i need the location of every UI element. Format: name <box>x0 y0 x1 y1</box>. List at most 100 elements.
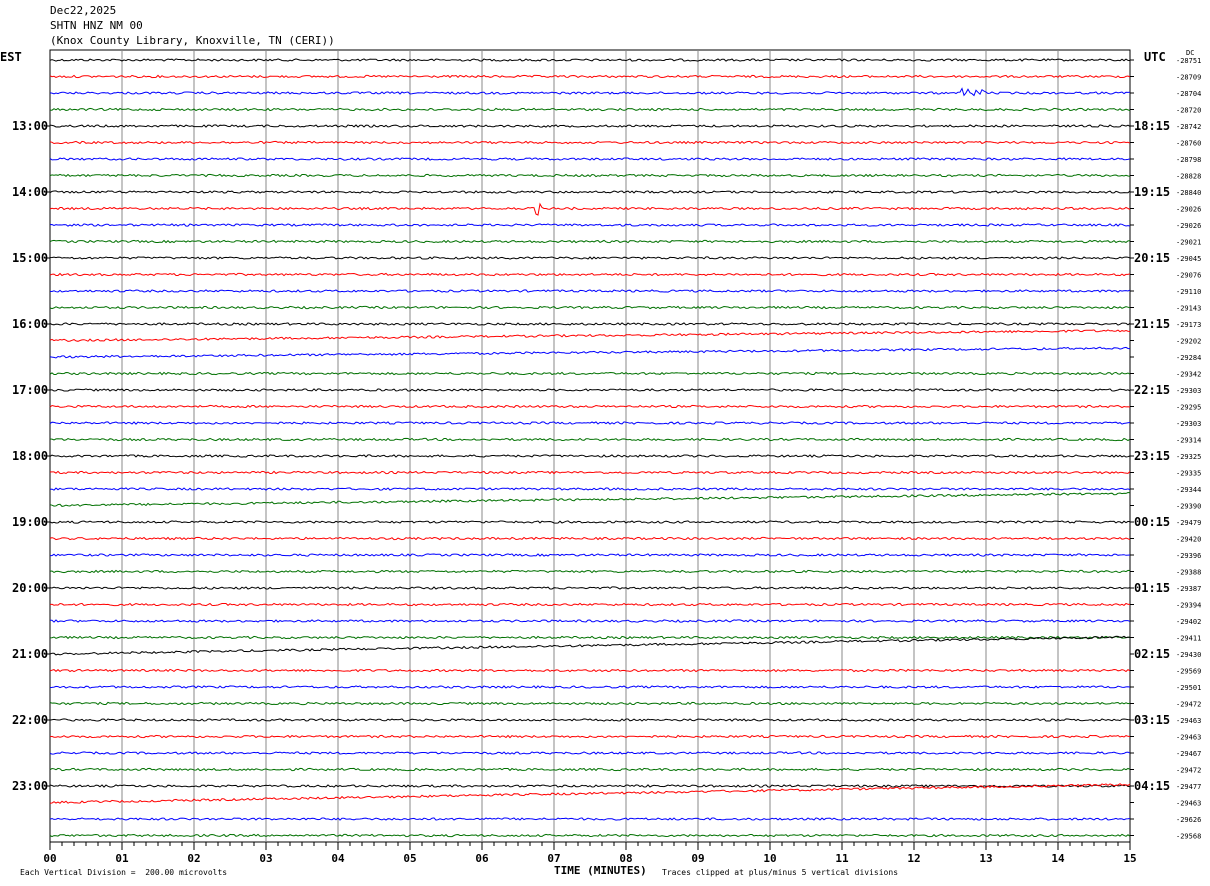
clip-note: Traces clipped at plus/minus 5 vertical … <box>662 868 899 877</box>
left-hour-label: 13:00 <box>12 119 48 133</box>
right-hour-label: 23:15 <box>1134 449 1170 463</box>
dc-offset-label: -29303 <box>1176 387 1201 395</box>
x-tick-label: 02 <box>187 852 200 865</box>
x-tick-label: 07 <box>547 852 560 865</box>
dc-offset-label: -29325 <box>1176 453 1201 461</box>
x-tick-label: 15 <box>1123 852 1136 865</box>
left-hour-label: 14:00 <box>12 185 48 199</box>
x-tick-label: 03 <box>259 852 272 865</box>
dc-offset-label: -29477 <box>1176 783 1201 791</box>
dc-offset-label: -29394 <box>1176 602 1201 610</box>
dc-offset-label: -28828 <box>1176 173 1201 181</box>
left-hour-label: 16:00 <box>12 317 48 331</box>
dc-label: DC <box>1186 49 1195 57</box>
right-hour-label: 18:15 <box>1134 119 1170 133</box>
plot-date: Dec22,2025 <box>50 4 117 17</box>
dc-offset-label: -28840 <box>1176 189 1201 197</box>
seismic-trace <box>50 619 1131 623</box>
dc-offset-label: -29143 <box>1176 305 1201 313</box>
dc-offset-label: -29626 <box>1176 816 1201 824</box>
dc-offset-label: -29569 <box>1176 668 1201 676</box>
seismic-trace <box>49 470 1131 475</box>
dc-offset-label: -28704 <box>1176 90 1201 98</box>
seismic-trace <box>49 734 1131 739</box>
seismic-trace <box>49 668 1131 673</box>
seismic-trace <box>49 437 1131 442</box>
dc-offset-label: -29342 <box>1176 371 1201 379</box>
dc-offset-label: -29463 <box>1176 800 1201 808</box>
seismic-trace <box>49 173 1131 178</box>
dc-offset-label: -29314 <box>1176 437 1201 445</box>
seismic-trace <box>49 635 1131 640</box>
seismic-trace <box>49 87 1131 97</box>
seismic-trace <box>49 586 1131 590</box>
dc-offset-label: -29430 <box>1176 651 1201 659</box>
dc-offset-label: -29467 <box>1176 750 1201 758</box>
dc-offset-label: -29420 <box>1176 536 1201 544</box>
dc-offset-label: -28720 <box>1176 107 1201 115</box>
dc-offset-label: -29463 <box>1176 734 1201 742</box>
dc-offset-label: -29335 <box>1176 470 1201 478</box>
left-timezone-label: EST <box>0 50 22 64</box>
x-axis-title: TIME (MINUTES) <box>554 864 647 877</box>
seismic-trace <box>49 272 1131 277</box>
left-hour-label: 21:00 <box>12 647 48 661</box>
seismic-trace <box>49 124 1131 128</box>
dc-offset-label: -29076 <box>1176 272 1201 280</box>
dc-offset-label: -29463 <box>1176 717 1201 725</box>
x-tick-label: 08 <box>619 852 632 865</box>
seismic-trace <box>49 157 1131 161</box>
dc-offset-label: -29411 <box>1176 635 1201 643</box>
seismic-trace <box>49 602 1131 607</box>
dc-offset-label: -29472 <box>1176 701 1201 709</box>
x-tick-label: 10 <box>763 852 776 865</box>
x-tick-label: 12 <box>907 852 920 865</box>
seismic-trace <box>49 329 1131 342</box>
seismic-trace <box>49 140 1131 145</box>
dc-offset-label: -29479 <box>1176 519 1201 527</box>
x-tick-label: 06 <box>475 852 489 865</box>
seismic-trace <box>49 346 1131 359</box>
right-hour-label: 20:15 <box>1134 251 1170 265</box>
dc-offset-label: -29390 <box>1176 503 1201 511</box>
dc-offset-label: -29387 <box>1176 585 1201 593</box>
left-hour-label: 22:00 <box>12 713 48 727</box>
dc-offset-label: -29202 <box>1176 338 1201 346</box>
seismic-trace <box>49 322 1131 326</box>
seismic-trace <box>49 767 1131 772</box>
left-hour-label: 19:00 <box>12 515 48 529</box>
x-tick-label: 01 <box>115 852 129 865</box>
dc-offset-label: -29110 <box>1176 288 1201 296</box>
dc-offset-label: -29501 <box>1176 684 1201 692</box>
seismic-trace <box>49 685 1131 689</box>
seismic-trace <box>49 388 1131 392</box>
station-id: SHTN HNZ NM 00 <box>50 19 143 32</box>
x-tick-label: 05 <box>403 852 416 865</box>
dc-offset-label: -29021 <box>1176 239 1201 247</box>
left-hour-label: 18:00 <box>12 449 48 463</box>
seismic-trace <box>49 569 1131 574</box>
dc-offset-label: -29295 <box>1176 404 1201 412</box>
seismic-trace <box>49 256 1131 260</box>
seismic-trace <box>49 107 1131 112</box>
right-hour-label: 22:15 <box>1134 383 1170 397</box>
dc-offset-label: -28742 <box>1176 123 1201 131</box>
dc-offset-label: -29344 <box>1176 486 1201 494</box>
scale-note: Each Vertical Division = 200.00 microvol… <box>20 868 228 877</box>
seismic-trace <box>49 58 1131 62</box>
left-hour-label: 20:00 <box>12 581 48 595</box>
left-hour-label: 17:00 <box>12 383 48 397</box>
right-hour-label: 03:15 <box>1134 713 1170 727</box>
right-hour-label: 19:15 <box>1134 185 1170 199</box>
seismic-trace <box>49 239 1131 244</box>
dc-offset-label: -28760 <box>1176 140 1201 148</box>
dc-offset-label: -29045 <box>1176 255 1201 263</box>
dc-offset-label: -29303 <box>1176 420 1201 428</box>
seismic-trace <box>50 553 1131 557</box>
seismic-trace <box>49 223 1131 227</box>
seismic-trace <box>49 202 1131 216</box>
x-tick-label: 13 <box>979 852 992 865</box>
dc-offset-label: -28798 <box>1176 156 1201 164</box>
seismic-trace <box>49 701 1131 706</box>
dc-offset-label: -29568 <box>1176 833 1201 841</box>
